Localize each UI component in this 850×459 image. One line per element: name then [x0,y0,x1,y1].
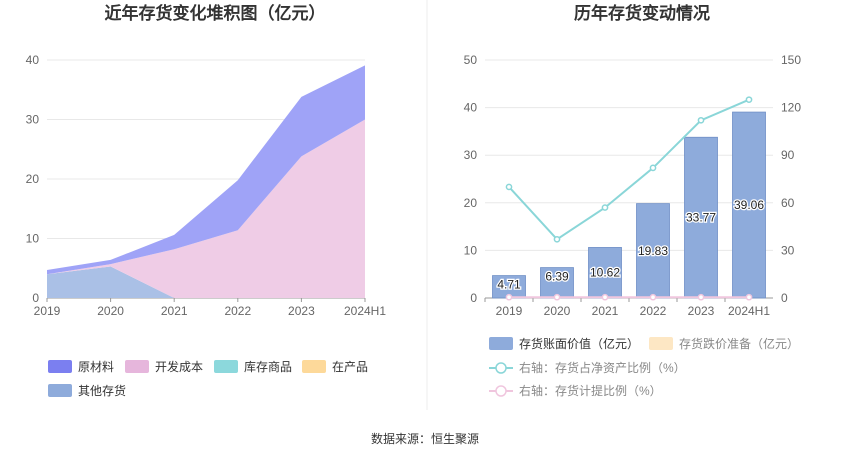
right-line-point [553,235,561,243]
right-line-point [745,293,753,301]
legend-swatch-book-value [489,337,513,350]
left-legend-label: 在产品 [332,360,368,374]
left-x-tick: 2024H1 [344,304,386,318]
inventory-bar [540,267,574,299]
right-legend: 存货账面价值（亿元） 存货跌价准备（亿元） 右轴：存货占净资产比例（%） 右轴：存货计… [489,336,799,398]
left-legend-label: 库存商品 [244,359,292,374]
left-y-tick: 0 [32,291,39,305]
right-y-tick-right: 30 [781,243,795,257]
right-line-point [505,183,513,191]
bar-value-label: 6.39 [545,270,569,284]
right-bar-line-chart: 0 10 20 30 40 50 0 30 60 90 120 150 2019 2020 2021 2022… [464,53,802,318]
left-legend-label: 其他存货 [78,383,126,398]
right-x-tick: 2021 [592,304,619,318]
right-line-point [697,293,705,301]
left-x-tick: 2020 [97,304,124,318]
right-y-tick-left: 20 [464,196,478,210]
data-source: 数据来源：恒生聚源 [371,431,479,446]
left-y-tick: 30 [26,113,40,127]
left-y-tick: 40 [26,53,40,67]
right-y-tick-left: 0 [470,291,477,305]
left-x-tick: 2023 [288,304,315,318]
left-legend-swatch [214,360,238,373]
right-y-tick-right: 90 [781,148,795,162]
right-y-tick-left: 50 [464,53,478,67]
inventory-bar [684,136,718,299]
left-legend-label: 开发成本 [155,359,203,374]
right-x-tick: 2020 [544,304,571,318]
right-y-tick-right: 0 [781,291,788,305]
legend-line-marker [495,385,507,397]
legend-label-book-value: 存货账面价值（亿元） [519,336,639,351]
right-x-tick: 2022 [640,304,667,318]
right-x-tick: 2019 [496,304,523,318]
left-y-tick: 10 [26,232,40,246]
right-line-series-0 [508,98,750,241]
inventory-bar [588,247,622,299]
right-line-point [505,293,513,301]
right-line-point [649,164,657,172]
legend-swatch-impairment [649,337,673,350]
left-y-tick: 20 [26,172,40,186]
left-legend-swatch [302,360,326,373]
legend-label-line: 右轴：存货计提比例（%） [519,383,662,398]
left-legend-label: 原材料 [78,360,114,374]
bar-value-label: 33.77 [686,211,716,225]
left-chart-title: 近年存货变化堆积图（亿元） [105,3,326,23]
legend-line-marker [495,362,507,374]
right-y-tick-right: 120 [781,101,801,115]
right-line-point [601,293,609,301]
right-y-tick-left: 30 [464,148,478,162]
right-line-point [553,293,561,301]
bar-value-label: 19.83 [638,244,668,258]
left-x-tick: 2021 [161,304,188,318]
right-line-point [601,204,609,211]
legend-label-line: 右轴：存货占净资产比例（%） [519,360,686,375]
right-x-tick: 2024H1 [728,304,770,318]
right-y-tick-right: 150 [781,53,801,67]
right-line-point [649,293,657,301]
right-line-point [745,96,753,104]
right-y-tick-right: 60 [781,196,795,210]
right-y-tick-left: 10 [464,243,478,257]
right-chart-title: 历年存货变动情况 [574,3,710,23]
left-legend-swatch [48,360,72,373]
left-stacked-area-chart: 0 10 20 30 40 2019 2020 2021 2022 2023 2024H1 [26,53,387,318]
inventory-bar [636,203,670,299]
left-x-tick: 2022 [224,304,251,318]
right-y-tick-left: 40 [464,101,478,115]
legend-label-impairment: 存货跌价准备（亿元） [679,336,799,351]
left-area-series-4 [47,65,365,275]
left-legend-swatch [125,360,149,373]
right-line-point [697,116,705,124]
left-area-series-3 [47,119,365,298]
bar-value-label: 39.06 [734,198,764,212]
left-area-series-0 [47,266,365,298]
left-x-tick: 2019 [34,304,61,318]
bar-value-label: 10.62 [590,266,620,280]
bar-value-label: 4.71 [497,278,521,292]
right-x-tick: 2023 [688,304,715,318]
left-legend-swatch [48,384,72,397]
